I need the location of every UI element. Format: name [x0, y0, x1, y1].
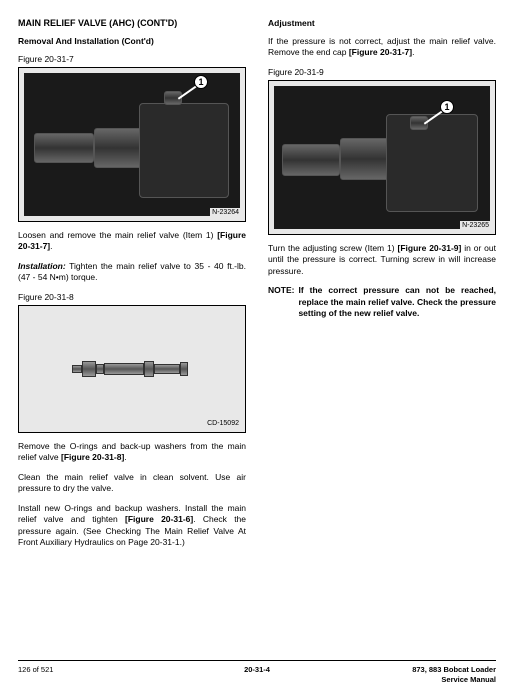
para-turn-screw: Turn the adjusting screw (Item 1) [Figur… — [268, 243, 496, 277]
figure-photo-7: 1 — [24, 73, 240, 216]
figure-20-31-7: 1 N-23264 — [18, 67, 246, 222]
para-clean: Clean the main relief valve in clean sol… — [18, 472, 246, 495]
figure-label-7: Figure 20-31-7 — [18, 54, 246, 64]
subheading-removal: Removal And Installation (Cont'd) — [18, 36, 246, 46]
para-install-new: Install new O-rings and backup washers. … — [18, 503, 246, 549]
subheading-adjustment: Adjustment — [268, 18, 496, 28]
footer-manual: Service Manual — [412, 675, 496, 685]
figure-20-31-9: 1 N-23265 — [268, 80, 496, 235]
figure-id-7: N-23264 — [210, 208, 241, 217]
page-footer: 126 of 521 20-31-4 873, 883 Bobcat Loade… — [18, 660, 496, 674]
figure-20-31-8: CD-15092 — [18, 305, 246, 433]
para-loosen: Loosen and remove the main relief valve … — [18, 230, 246, 253]
para-remove-orings: Remove the O-rings and back-up washers f… — [18, 441, 246, 464]
figure-photo-9: 1 — [274, 86, 490, 229]
footer-page-of: 126 of 521 — [18, 665, 53, 674]
page-section-title: MAIN RELIEF VALVE (AHC) (CONT'D) — [18, 18, 246, 28]
callout-marker-1: 1 — [194, 75, 208, 89]
figure-id-8: CD-15092 — [205, 419, 241, 428]
note-block: NOTE: If the correct pressure can not be… — [268, 285, 496, 319]
callout-marker-1b: 1 — [440, 100, 454, 114]
para-install: Installation: Tighten the main relief va… — [18, 261, 246, 284]
footer-product: 873, 883 Bobcat Loader — [412, 665, 496, 675]
figure-id-9: N-23265 — [460, 221, 491, 230]
figure-label-9: Figure 20-31-9 — [268, 67, 496, 77]
para-adjust-intro: If the pressure is not correct, adjust t… — [268, 36, 496, 59]
valve-diagram — [72, 360, 192, 378]
figure-label-8: Figure 20-31-8 — [18, 292, 246, 302]
